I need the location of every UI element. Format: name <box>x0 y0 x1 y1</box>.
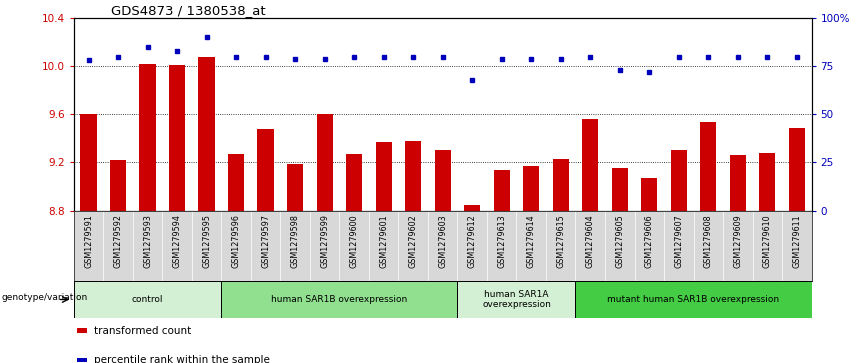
Text: GSM1279605: GSM1279605 <box>615 214 624 268</box>
Bar <box>287 164 303 211</box>
Text: GSM1279604: GSM1279604 <box>586 214 595 268</box>
Text: control: control <box>132 295 163 304</box>
Bar <box>575 281 812 318</box>
Bar <box>228 154 244 211</box>
Bar <box>77 329 87 333</box>
Text: genotype/variation: genotype/variation <box>2 293 88 302</box>
Text: GSM1279591: GSM1279591 <box>84 214 93 268</box>
Text: GSM1279600: GSM1279600 <box>350 214 358 268</box>
Text: percentile rank within the sample: percentile rank within the sample <box>94 355 270 363</box>
Bar <box>140 64 155 211</box>
Bar <box>760 153 775 211</box>
Text: GSM1279611: GSM1279611 <box>792 214 801 268</box>
Text: GSM1279613: GSM1279613 <box>497 214 506 268</box>
Text: GSM1279601: GSM1279601 <box>379 214 388 268</box>
Bar <box>464 204 480 211</box>
Text: human SAR1B overexpression: human SAR1B overexpression <box>272 295 407 304</box>
Text: transformed count: transformed count <box>94 326 191 336</box>
Text: GSM1279614: GSM1279614 <box>527 214 536 268</box>
Text: GSM1279599: GSM1279599 <box>320 214 329 268</box>
Bar <box>612 168 628 211</box>
Bar <box>523 166 539 211</box>
Bar <box>553 159 569 211</box>
Bar <box>81 114 96 211</box>
Text: GDS4873 / 1380538_at: GDS4873 / 1380538_at <box>111 4 266 17</box>
Text: GSM1279603: GSM1279603 <box>438 214 447 268</box>
Bar <box>641 178 657 211</box>
Bar <box>457 281 575 318</box>
Text: GSM1279595: GSM1279595 <box>202 214 211 268</box>
Text: GSM1279602: GSM1279602 <box>409 214 418 268</box>
Bar <box>77 358 87 362</box>
Bar <box>435 150 450 211</box>
Text: GSM1279592: GSM1279592 <box>114 214 122 268</box>
Bar <box>169 65 185 211</box>
Bar <box>405 141 421 211</box>
Text: GSM1279609: GSM1279609 <box>733 214 742 268</box>
Text: GSM1279610: GSM1279610 <box>763 214 772 268</box>
Text: GSM1279606: GSM1279606 <box>645 214 654 268</box>
Bar <box>258 129 273 211</box>
Text: GSM1279598: GSM1279598 <box>291 214 299 268</box>
Text: mutant human SAR1B overexpression: mutant human SAR1B overexpression <box>608 295 779 304</box>
Bar <box>346 154 362 211</box>
Bar <box>317 114 332 211</box>
Bar <box>700 122 716 211</box>
Bar <box>74 281 221 318</box>
Text: GSM1279607: GSM1279607 <box>674 214 683 268</box>
Bar <box>221 281 457 318</box>
Text: GSM1279597: GSM1279597 <box>261 214 270 268</box>
Text: GSM1279608: GSM1279608 <box>704 214 713 268</box>
Text: GSM1279593: GSM1279593 <box>143 214 152 268</box>
Text: GSM1279596: GSM1279596 <box>232 214 240 268</box>
Bar <box>789 127 805 211</box>
Text: human SAR1A
overexpression: human SAR1A overexpression <box>482 290 551 309</box>
Bar <box>582 119 598 211</box>
Bar <box>376 142 391 211</box>
Bar <box>494 170 510 211</box>
Bar <box>199 57 214 211</box>
Bar <box>671 150 687 211</box>
Text: GSM1279612: GSM1279612 <box>468 214 477 268</box>
Text: GSM1279615: GSM1279615 <box>556 214 565 268</box>
Bar <box>730 155 746 211</box>
Bar <box>110 160 126 211</box>
Text: GSM1279594: GSM1279594 <box>173 214 181 268</box>
